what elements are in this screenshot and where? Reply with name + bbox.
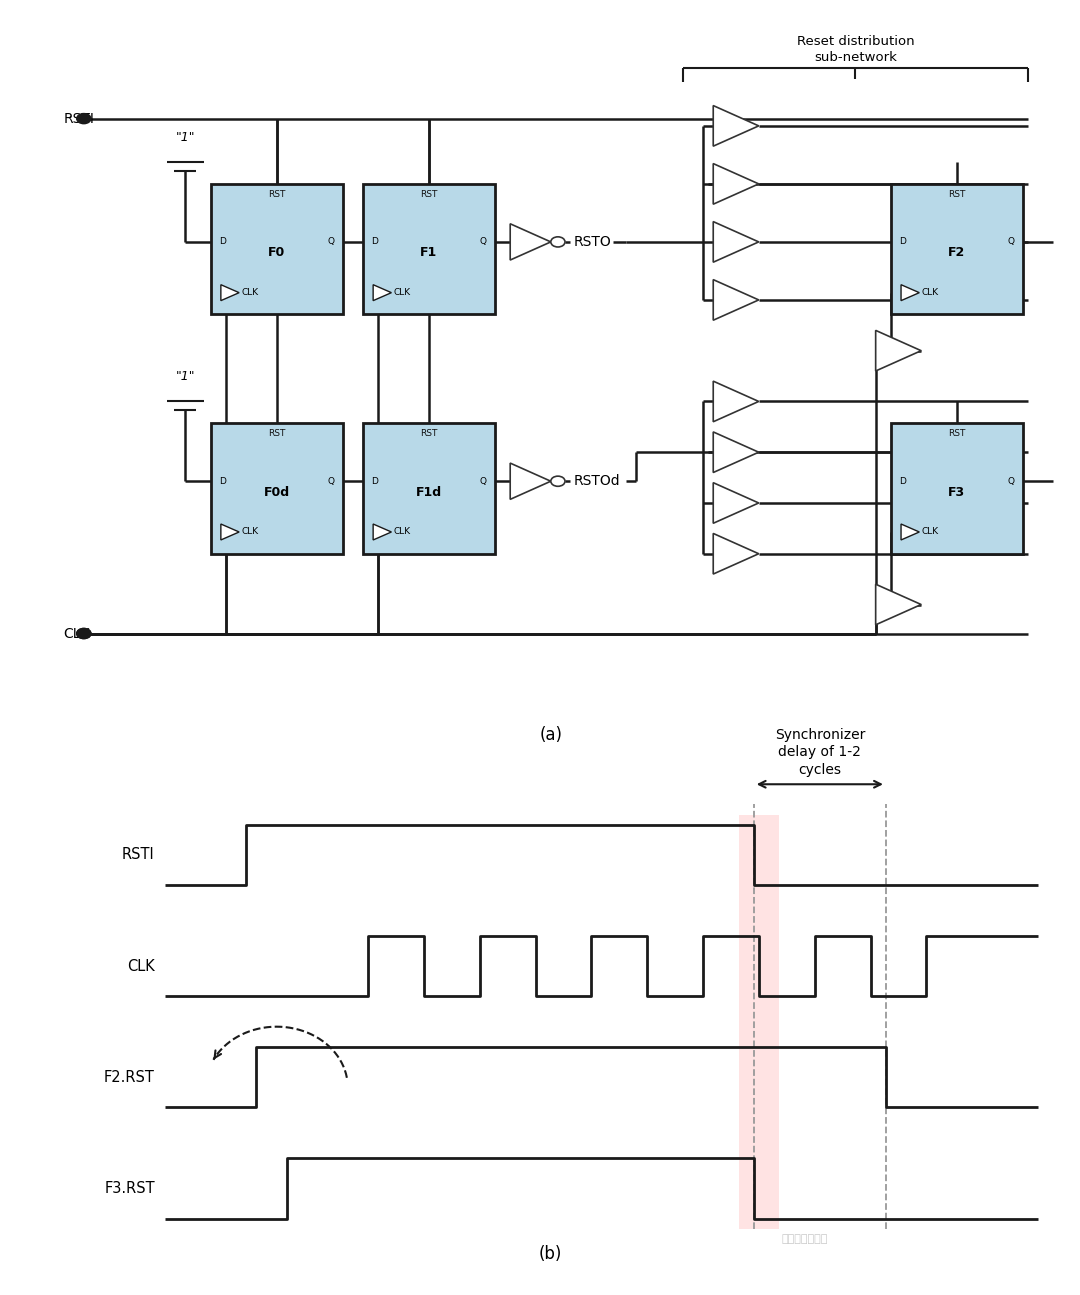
Bar <box>891 423 1023 554</box>
Text: D: D <box>899 237 906 246</box>
Text: CLK: CLK <box>241 289 258 297</box>
Polygon shape <box>221 285 239 300</box>
Polygon shape <box>510 224 551 260</box>
Text: D: D <box>372 237 378 246</box>
Text: Q: Q <box>327 237 335 246</box>
Polygon shape <box>713 433 759 473</box>
Text: RST: RST <box>268 429 285 438</box>
Text: RST: RST <box>948 429 966 438</box>
Bar <box>891 184 1023 315</box>
Text: CLK: CLK <box>393 289 410 297</box>
Polygon shape <box>901 285 919 300</box>
Text: CLK: CLK <box>921 527 939 536</box>
Text: CLK: CLK <box>64 627 90 641</box>
Text: RST: RST <box>948 189 966 198</box>
Text: Q: Q <box>1008 237 1015 246</box>
Text: CLK: CLK <box>127 958 154 974</box>
Text: D: D <box>372 477 378 486</box>
Bar <box>211 184 342 315</box>
Bar <box>363 184 495 315</box>
Bar <box>363 423 495 554</box>
Bar <box>739 815 780 1229</box>
Polygon shape <box>713 163 759 205</box>
Polygon shape <box>713 381 759 422</box>
Text: F3.RST: F3.RST <box>105 1181 154 1195</box>
Text: D: D <box>219 237 226 246</box>
Text: (b): (b) <box>539 1244 563 1263</box>
Text: F2.RST: F2.RST <box>104 1070 154 1085</box>
Polygon shape <box>713 221 759 262</box>
Text: F1d: F1d <box>416 486 442 499</box>
Text: F0: F0 <box>268 246 285 259</box>
Text: D: D <box>219 477 226 486</box>
Text: F0d: F0d <box>264 486 289 499</box>
Polygon shape <box>876 330 921 370</box>
Text: Q: Q <box>1008 477 1015 486</box>
Polygon shape <box>713 483 759 523</box>
Polygon shape <box>901 524 919 540</box>
Text: RST: RST <box>420 429 437 438</box>
Text: "1": "1" <box>176 370 195 383</box>
Polygon shape <box>713 534 759 574</box>
Text: Synchronizer
delay of 1-2
cycles: Synchronizer delay of 1-2 cycles <box>774 728 865 777</box>
Circle shape <box>551 477 565 487</box>
Text: RST: RST <box>268 189 285 198</box>
Text: "1": "1" <box>176 131 195 144</box>
Text: CLK: CLK <box>921 289 939 297</box>
Text: Q: Q <box>480 477 487 486</box>
Text: D: D <box>899 477 906 486</box>
Text: (a): (a) <box>539 726 563 745</box>
Text: RSTOd: RSTOd <box>573 474 620 488</box>
Text: Reset distribution
sub-network: Reset distribution sub-network <box>797 35 914 65</box>
Polygon shape <box>374 524 391 540</box>
Text: F1: F1 <box>420 246 437 259</box>
Polygon shape <box>221 524 239 540</box>
Text: RSTI: RSTI <box>122 847 154 862</box>
Text: F3: F3 <box>948 486 966 499</box>
Text: RSTO: RSTO <box>573 234 611 249</box>
Polygon shape <box>713 106 759 146</box>
Polygon shape <box>510 464 551 500</box>
Circle shape <box>77 628 91 638</box>
Text: 数字芯片实验室: 数字芯片实验室 <box>782 1234 827 1243</box>
Circle shape <box>77 628 91 638</box>
Circle shape <box>551 237 565 247</box>
Bar <box>211 423 342 554</box>
Text: Q: Q <box>327 477 335 486</box>
Text: CLK: CLK <box>393 527 410 536</box>
Polygon shape <box>713 280 759 320</box>
Circle shape <box>77 114 91 124</box>
Text: RST: RST <box>420 189 437 198</box>
Polygon shape <box>876 584 921 624</box>
Polygon shape <box>374 285 391 300</box>
Text: Q: Q <box>480 237 487 246</box>
Text: RSTI: RSTI <box>64 111 94 126</box>
Text: CLK: CLK <box>241 527 258 536</box>
Text: F2: F2 <box>948 246 966 259</box>
